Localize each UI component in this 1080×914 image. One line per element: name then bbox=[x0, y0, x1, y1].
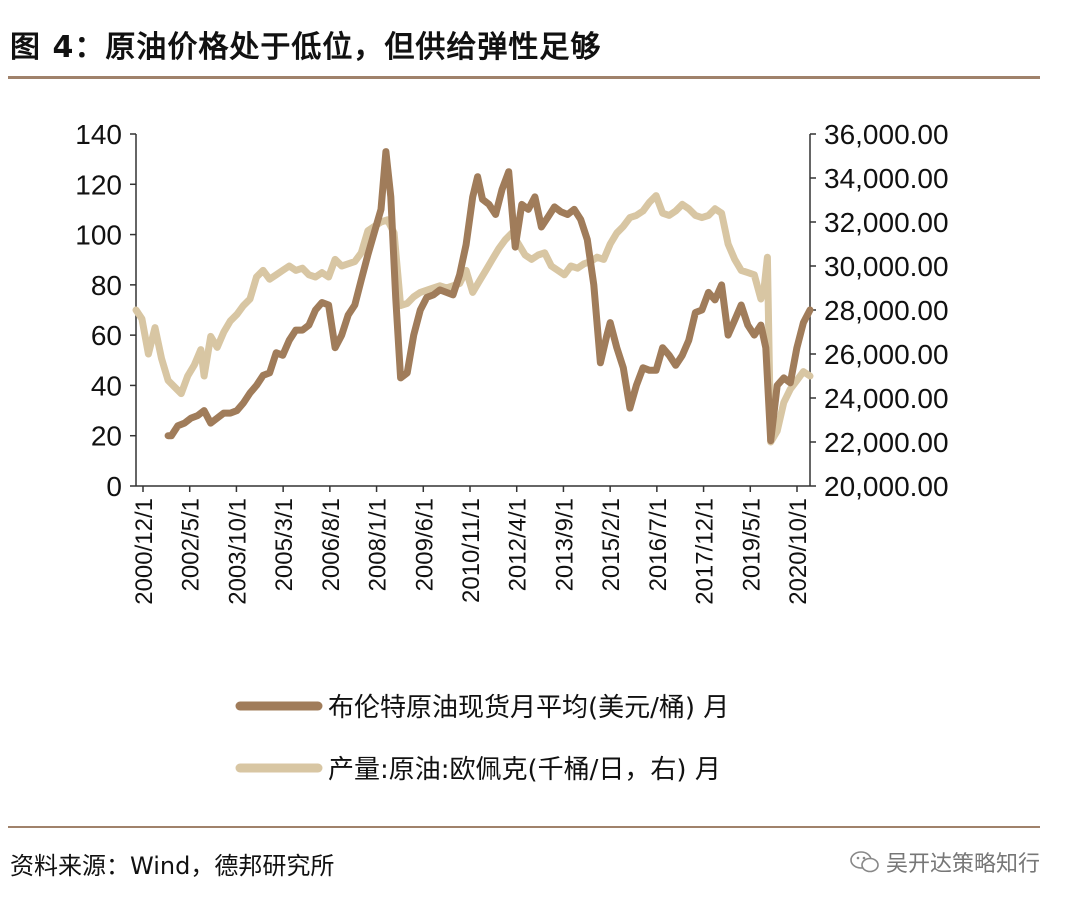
y-left-tick-label: 20 bbox=[91, 421, 122, 452]
x-tick-label: 2012/4/1 bbox=[505, 498, 532, 591]
y-right-tick-label: 20,000.00 bbox=[824, 471, 949, 502]
y-right-tick-label: 28,000.00 bbox=[824, 295, 949, 326]
page-title: 图 4：原油价格处于低位，但供给弹性足够 bbox=[10, 30, 602, 65]
series-line-brent bbox=[164, 148, 814, 445]
x-tick-label: 2020/10/1 bbox=[785, 498, 812, 605]
series-line-opec bbox=[132, 192, 814, 446]
y-right-tick-label: 24,000.00 bbox=[824, 383, 949, 414]
y-left-tick-label: 120 bbox=[75, 169, 122, 200]
source-rule bbox=[8, 826, 1040, 828]
x-tick-label: 2013/9/1 bbox=[551, 498, 578, 591]
chart-series bbox=[132, 148, 814, 446]
y-right-tick-label: 34,000.00 bbox=[824, 163, 949, 194]
source-note: 资料来源：Wind，德邦研究所 bbox=[10, 852, 335, 880]
y-right-tick-label: 32,000.00 bbox=[824, 207, 949, 238]
x-tick-label: 2000/12/1 bbox=[131, 498, 158, 605]
x-tick-label: 2003/10/1 bbox=[224, 498, 251, 605]
y-right-tick-label: 26,000.00 bbox=[824, 339, 949, 370]
x-tick-label: 2008/1/1 bbox=[365, 498, 392, 591]
legend-item-brent-label: 布伦特原油现货月平均(美元/桶) 月 bbox=[328, 693, 729, 723]
x-tick-label: 2009/6/1 bbox=[411, 498, 438, 591]
x-tick-label: 2010/11/1 bbox=[458, 498, 485, 603]
y-left-tick-label: 140 bbox=[75, 119, 122, 150]
x-tick-label: 2019/5/1 bbox=[738, 498, 765, 591]
chart-legend: 布伦特原油现货月平均(美元/桶) 月产量:原油:欧佩克(千桶/日，右) 月 bbox=[235, 693, 729, 785]
x-tick-label: 2002/5/1 bbox=[178, 498, 205, 591]
title-rule bbox=[8, 76, 1040, 79]
x-tick-label: 2017/12/1 bbox=[692, 498, 719, 605]
y-left-tick-label: 0 bbox=[106, 471, 122, 502]
x-tick-label: 2016/7/1 bbox=[645, 498, 672, 591]
y-left-tick-label: 60 bbox=[91, 320, 122, 351]
legend-item-opec-label: 产量:原油:欧佩克(千桶/日，右) 月 bbox=[328, 755, 721, 785]
chart-axes: 0 20 40 60 80 100 120 140 20,000.00 22,000.00 24,0… bbox=[75, 119, 948, 605]
y-right-tick-label: 30,000.00 bbox=[824, 251, 949, 282]
wechat-icon bbox=[850, 851, 879, 873]
y-left-tick-label: 80 bbox=[91, 270, 122, 301]
y-right-tick-label: 36,000.00 bbox=[824, 119, 949, 150]
watermark: 吴开达策略知行 bbox=[850, 846, 1040, 878]
y-left-tick-label: 100 bbox=[75, 220, 122, 251]
watermark-text: 吴开达策略知行 bbox=[885, 852, 1040, 877]
x-tick-label: 2005/3/1 bbox=[271, 498, 298, 591]
x-tick-label: 2015/2/1 bbox=[598, 498, 625, 591]
x-tick-label: 2006/8/1 bbox=[318, 498, 345, 591]
y-left-tick-label: 40 bbox=[91, 370, 122, 401]
y-right-tick-label: 22,000.00 bbox=[824, 427, 949, 458]
